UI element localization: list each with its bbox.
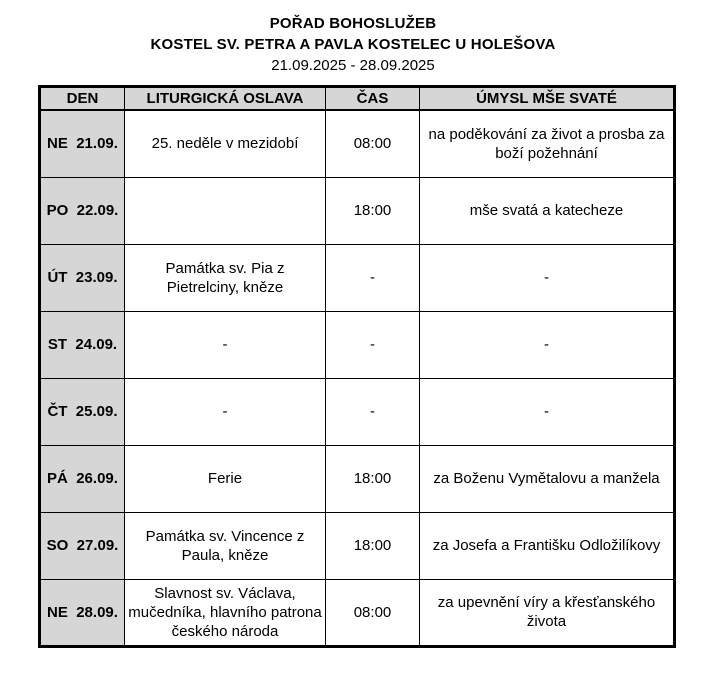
column-header-umysl-mse-svate: ÚMYSL MŠE SVATÉ [419,86,675,111]
cell-umysl: - [419,243,675,312]
cell-cas: - [325,377,420,446]
table-row: NE 21.09. 25. neděle v mezidobí 08:00 na po… [39,109,675,178]
table-row: ST 24.09. - - - [39,310,675,379]
cell-umysl: za Josefa a Františku Odložilíkovy [419,511,675,580]
cell-oslava: Slavnost sv. Václava, mučedníka, hlavníh… [124,578,326,647]
table-row: SO 27.09. Památka sv. Vincence z Paula, k… [39,511,675,580]
cell-den: PO 22.09. [39,176,125,245]
table-header: DEN LITURGICKÁ OSLAVA ČAS ÚMYSL MŠE SVAT… [39,86,675,111]
cell-cas: - [325,243,420,312]
title-block: POŘAD BOHOSLUŽEB KOSTEL SV. PETRA A PAVL… [0,0,706,76]
table-row: ÚT 23.09. Památka sv. Pia z Pietrelciny, … [39,243,675,312]
cell-den: PÁ 26.09. [39,444,125,513]
column-header-den: DEN [39,86,125,111]
column-header-cas: ČAS [325,86,420,111]
cell-den: ST 24.09. [39,310,125,379]
cell-umysl: mše svatá a katecheze [419,176,675,245]
table-row: ČT 25.09. - - - [39,377,675,446]
schedule-table: DEN LITURGICKÁ OSLAVA ČAS ÚMYSL MŠE SVAT… [38,85,676,648]
cell-den: NE 28.09. [39,578,125,647]
page-subtitle: KOSTEL SV. PETRA A PAVLA KOSTELEC U HOLE… [150,36,556,53]
header-row: DEN LITURGICKÁ OSLAVA ČAS ÚMYSL MŠE SVAT… [39,86,675,111]
cell-cas: - [325,310,420,379]
cell-cas: 18:00 [325,176,420,245]
cell-cas: 18:00 [325,444,420,513]
cell-umysl: za upevnění víry a křesťanského života [419,578,675,647]
cell-oslava: Památka sv. Pia z Pietrelciny, kněze [124,243,326,312]
cell-oslava: - [124,310,326,379]
cell-cas: 18:00 [325,511,420,580]
date-range: 21.09.2025 - 28.09.2025 [271,57,435,74]
cell-den: ÚT 23.09. [39,243,125,312]
column-header-liturgicka-oslava: LITURGICKÁ OSLAVA [124,86,326,111]
cell-umysl: - [419,310,675,379]
cell-den: SO 27.09. [39,511,125,580]
cell-umysl: - [419,377,675,446]
cell-den: NE 21.09. [39,109,125,178]
cell-umysl: na poděkování za život a prosba za boží … [419,109,675,178]
cell-oslava: Památka sv. Vincence z Paula, kněze [124,511,326,580]
table-row: NE 28.09. Slavnost sv. Václava, mučedníka… [39,578,675,647]
cell-cas: 08:00 [325,109,420,178]
cell-oslava: Ferie [124,444,326,513]
cell-oslava [124,176,326,245]
cell-oslava: - [124,377,326,446]
table-row: PO 22.09. 18:00 mše svatá a katecheze [39,176,675,245]
cell-cas: 08:00 [325,578,420,647]
cell-den: ČT 25.09. [39,377,125,446]
table-body: NE 21.09. 25. neděle v mezidobí 08:00 na po… [39,109,675,647]
table-row: PÁ 26.09. Ferie 18:00 za Boženu Vymětalovu … [39,444,675,513]
cell-oslava: 25. neděle v mezidobí [124,109,326,178]
page-title: POŘAD BOHOSLUŽEB [269,15,437,32]
cell-umysl: za Boženu Vymětalovu a manžela [419,444,675,513]
